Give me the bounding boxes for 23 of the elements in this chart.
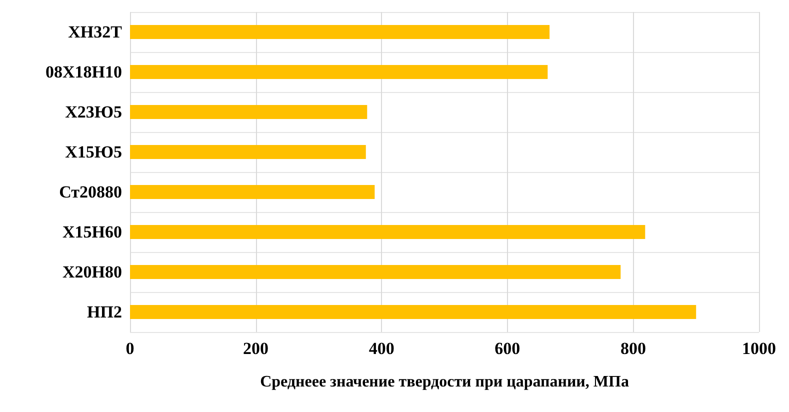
y-tick-label: Х20Н80 <box>62 262 122 282</box>
y-tick-label: Х15Ю5 <box>65 142 122 162</box>
y-tick-label: Х15Н60 <box>62 222 122 242</box>
x-axis-title: Среднеее значение твердости при царапании, МПа <box>260 374 629 390</box>
bar <box>130 265 621 279</box>
bar <box>130 65 548 79</box>
bar <box>130 25 550 39</box>
y-tick-label: ХН32Т <box>68 22 123 42</box>
x-tick-label: 800 <box>620 339 646 358</box>
bar <box>130 225 646 239</box>
y-tick-label: 08Х18Н10 <box>46 62 122 82</box>
bar <box>130 185 375 199</box>
y-tick-label: Ст20880 <box>59 182 122 202</box>
x-tick-label: 600 <box>494 339 520 358</box>
y-tick-label: НП2 <box>87 302 122 322</box>
y-tick-label: Х23Ю5 <box>65 102 122 122</box>
bar <box>130 145 366 159</box>
x-tick-label: 0 <box>126 339 134 358</box>
bar <box>130 105 368 119</box>
x-tick-label: 200 <box>243 339 269 358</box>
x-tick-label: 1000 <box>742 339 776 358</box>
x-tick-label: 400 <box>368 339 394 358</box>
bar <box>130 305 696 319</box>
